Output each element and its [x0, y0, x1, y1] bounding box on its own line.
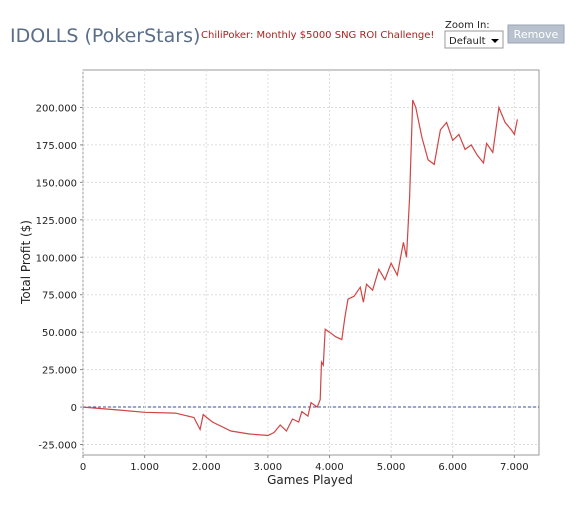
zoom-label: Zoom In: — [445, 20, 490, 31]
x-tick-label: 1.000 — [130, 462, 159, 473]
remove-label: Remove — [514, 28, 559, 41]
x-tick-label: 5.000 — [377, 462, 406, 473]
select-arrow — [491, 39, 499, 43]
x-tick-label: 6.000 — [438, 462, 467, 473]
y-axis-title: Total Profit ($) — [19, 220, 33, 305]
y-tick-label: 25.000 — [42, 366, 77, 377]
x-axis-title: Games Played — [267, 473, 353, 487]
y-tick-label: 200.000 — [36, 103, 77, 114]
zoom-value: Default — [449, 36, 486, 47]
remove-button[interactable] — [507, 24, 565, 44]
x-tick-label: 2.000 — [192, 462, 221, 473]
y-tick-label: 0 — [71, 403, 77, 414]
y-tick-label: 50.000 — [42, 328, 77, 339]
profit-line — [82, 99, 518, 437]
x-tick-label: 0 — [80, 462, 86, 473]
y-tick-label: 125.000 — [36, 216, 77, 227]
y-tick-label: 150.000 — [36, 178, 77, 189]
page-title: IDOLLS (PokerStars) — [10, 25, 200, 47]
x-tick-label: 7.000 — [500, 462, 529, 473]
x-tick-label: 4.000 — [315, 462, 344, 473]
y-tick-label: 100.000 — [36, 253, 77, 264]
y-tick-label: -25.000 — [38, 441, 77, 452]
x-tick-label: 3.000 — [254, 462, 283, 473]
plot-frame — [82, 69, 540, 456]
y-tick-label: 175.000 — [36, 141, 77, 152]
challenge-link[interactable]: ChiliPoker: Monthly $5000 SNG ROI Challe… — [201, 30, 434, 41]
y-tick-label: 75.000 — [42, 291, 77, 302]
zoom-select[interactable] — [444, 30, 504, 49]
